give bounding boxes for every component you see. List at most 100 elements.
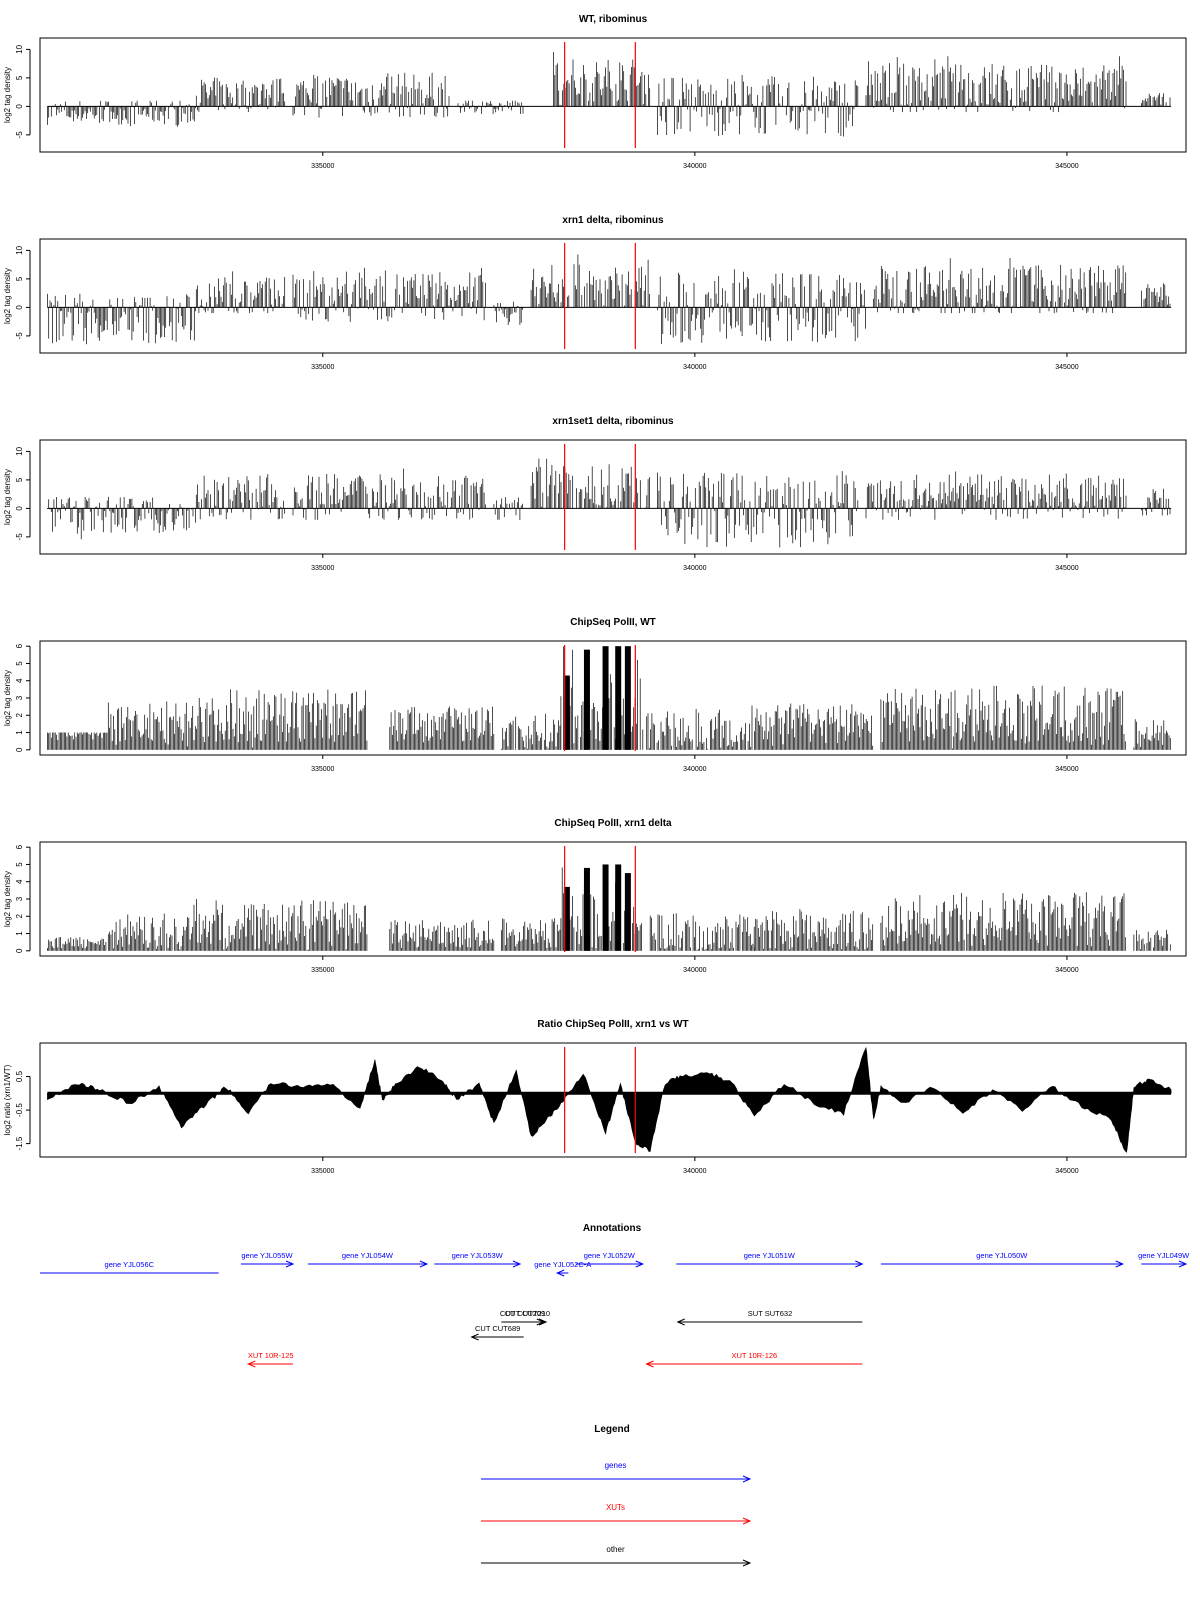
- chart-series: [47, 458, 1172, 548]
- feature-label: gene YJL054W: [342, 1251, 394, 1260]
- annotation-feature: gene YJL049W: [1138, 1251, 1190, 1268]
- annotations-title: Annotations: [583, 1223, 642, 1234]
- y-tick-label: -5: [15, 332, 24, 340]
- y-axis-label: log2 tag density: [3, 67, 12, 123]
- x-tick-label: 345000: [1055, 565, 1078, 572]
- peak-bar: [615, 864, 622, 951]
- legend-arrow-icon: [742, 1475, 752, 1483]
- chart-panel: WT, ribominus -5 0 5 10 log2 tag density 33500…: [3, 14, 1187, 170]
- legend-item: XUTs: [481, 1503, 752, 1525]
- legend-arrow-icon: [742, 1559, 752, 1567]
- annotation-feature: XUT 10R-125: [247, 1351, 294, 1368]
- chart-title: xrn1 delta, ribominus: [562, 215, 664, 226]
- chart-panel: xrn1 delta, ribominus -5 0 5 10 log2 tag dens…: [3, 215, 1187, 371]
- annotation-feature: gene YJL055W: [240, 1251, 295, 1268]
- strand-arrow-right-icon: [855, 1260, 864, 1268]
- y-tick-label: 0: [15, 948, 24, 953]
- legend-item: other: [481, 1545, 752, 1567]
- x-tick-label: 335000: [311, 364, 334, 371]
- chart-panel: ChipSeq PolII, xrn1 delta 0 1 2 3 4 5 6 log2 tag…: [3, 818, 1187, 974]
- strand-arrow-right-icon: [1115, 1260, 1125, 1268]
- annotation-feature: CUT CUT689: [470, 1324, 524, 1341]
- chart-series: [47, 52, 1172, 137]
- strand-arrow-right-icon: [538, 1318, 548, 1326]
- y-tick-label: 3: [15, 896, 24, 901]
- y-tick-label: 0: [15, 104, 24, 109]
- y-tick-label: -5: [15, 131, 24, 139]
- peak-bar: [563, 675, 570, 750]
- chart-panel: xrn1set1 delta, ribominus -5 0 5 10 log2 tag …: [3, 416, 1187, 572]
- legend-item: genes: [481, 1461, 752, 1483]
- x-tick-label: 345000: [1055, 766, 1078, 773]
- strand-arrow-left-icon: [676, 1318, 685, 1326]
- strand-arrow-left-icon: [555, 1269, 565, 1277]
- chart-title: WT, ribominus: [579, 14, 648, 25]
- feature-label: SUT SUT632: [748, 1309, 792, 1318]
- peak-bar: [602, 646, 609, 750]
- x-tick-label: 340000: [683, 163, 706, 170]
- strand-arrow-right-icon: [635, 1260, 645, 1268]
- legend-items: genes XUTs other: [481, 1461, 752, 1567]
- legend-item-label: XUTs: [606, 1503, 625, 1512]
- feature-label: CUT CUT209: [500, 1309, 545, 1318]
- y-tick-label: 4: [15, 879, 24, 884]
- plot-frame: [39, 1042, 1187, 1158]
- strand-arrow-right-icon: [1178, 1260, 1188, 1268]
- y-tick-label: 4: [15, 678, 24, 683]
- annotation-feature: gene YJL054W: [307, 1251, 429, 1268]
- feature-label: gene YJL056C: [105, 1260, 155, 1269]
- ratio-area: [47, 1046, 1172, 1153]
- x-tick-label: 340000: [683, 364, 706, 371]
- chart-title: ChipSeq PolII, WT: [570, 617, 656, 628]
- x-tick-label: 340000: [683, 766, 706, 773]
- y-axis-label: log2 tag density: [3, 670, 12, 726]
- strand-arrow-right-icon: [512, 1260, 522, 1268]
- plot-frame: [39, 439, 1187, 555]
- feature-label: gene YJL055W: [241, 1251, 293, 1260]
- y-axis-label: log2 ratio (xrn1/WT): [3, 1064, 12, 1135]
- plot-frame: [39, 238, 1187, 354]
- x-tick-label: 335000: [311, 1168, 334, 1175]
- strand-arrow-right-icon: [419, 1260, 429, 1268]
- annotation-feature: gene YJL053W: [434, 1251, 522, 1268]
- feature-label: gene YJL053W: [452, 1251, 504, 1260]
- y-tick-label: 2: [15, 913, 24, 918]
- chart-title: xrn1set1 delta, ribominus: [552, 416, 674, 427]
- y-tick-label: 0: [15, 305, 24, 310]
- y-tick-label: -5: [15, 533, 24, 541]
- annotation-feature: gene YJL052C-A: [534, 1260, 591, 1277]
- annotation-feature: SUT SUT632: [676, 1309, 863, 1326]
- chart-panel: Ratio ChipSeq PolII, xrn1 vs WT -1.5 -0.5 0…: [3, 1019, 1187, 1175]
- x-tick-label: 335000: [311, 163, 334, 170]
- plot-frame: [39, 841, 1187, 957]
- y-tick-label: 3: [15, 695, 24, 700]
- annotation-features: gene YJL056C gene YJL055W gene YJL054W gene…: [40, 1251, 1190, 1368]
- feature-label: CUT CUT689: [475, 1324, 520, 1333]
- y-tick-label: 5: [15, 75, 24, 80]
- feature-label: gene YJL052C-A: [534, 1260, 591, 1269]
- y-tick-label: 5: [15, 276, 24, 281]
- feature-label: gene YJL051W: [744, 1251, 796, 1260]
- y-tick-label: 1: [15, 931, 24, 936]
- peak-bar: [602, 864, 609, 951]
- y-axis-label: log2 tag density: [3, 469, 12, 525]
- chart-panel: ChipSeq PolII, WT 0 1 2 3 4 5 6 log2 tag density…: [3, 617, 1187, 773]
- legend-item-label: genes: [605, 1461, 627, 1470]
- x-tick-label: 340000: [683, 967, 706, 974]
- feature-label: XUT 10R-126: [732, 1351, 778, 1360]
- x-tick-label: 345000: [1055, 163, 1078, 170]
- y-tick-label: 0: [15, 506, 24, 511]
- feature-label: CUT CUT210: [505, 1309, 550, 1318]
- chart-series: [47, 646, 1171, 750]
- peak-bar: [583, 649, 590, 750]
- x-tick-label: 345000: [1055, 1168, 1078, 1175]
- legend-title: Legend: [594, 1424, 630, 1435]
- y-tick-label: 10: [15, 44, 24, 53]
- y-tick-label: 0.5: [15, 1070, 24, 1082]
- y-tick-label: 5: [15, 477, 24, 482]
- y-tick-label: 2: [15, 712, 24, 717]
- plot-frame: [39, 37, 1187, 153]
- y-tick-label: 6: [15, 643, 24, 648]
- y-tick-label: 10: [15, 446, 24, 455]
- chart-title: ChipSeq PolII, xrn1 delta: [554, 818, 672, 829]
